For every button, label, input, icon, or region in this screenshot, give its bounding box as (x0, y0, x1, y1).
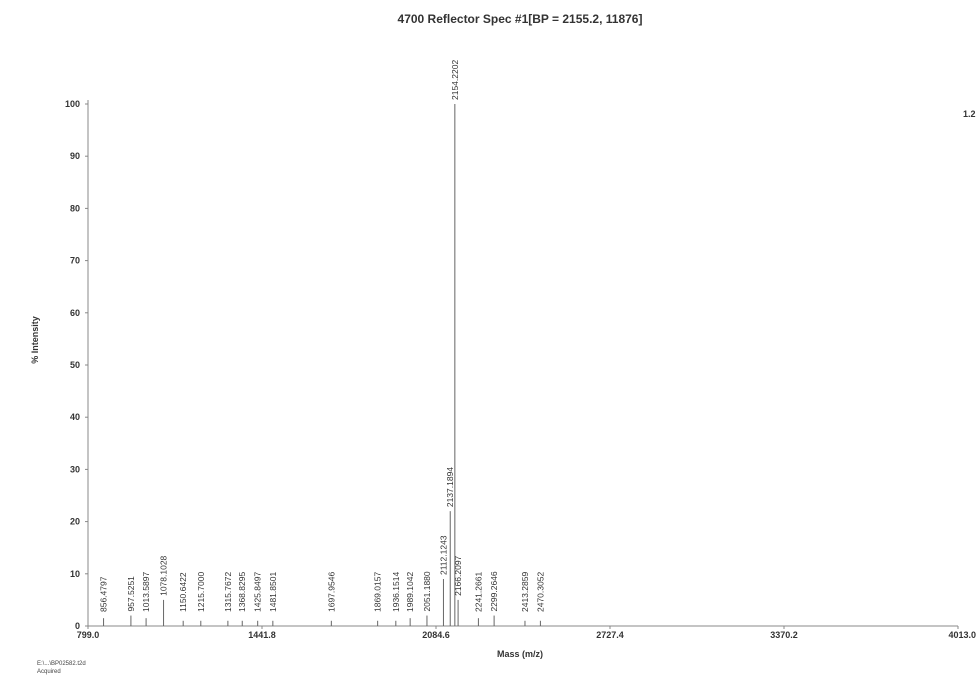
y-axis-label: % Intensity (30, 316, 40, 364)
y-tick-label: 50 (70, 360, 80, 370)
peak-label: 1936.1514 (391, 572, 401, 612)
peaks: 856.4797 957.5251 1013.5897 1078.1028 1150.6… (99, 60, 545, 626)
chart-title: 4700 Reflector Spec #1[BP = 2155.2, 1187… (398, 12, 643, 26)
right-axis-label: 1.2 (963, 109, 976, 119)
x-tick-label: 4013.0 (948, 630, 976, 640)
y-tick-label: 70 (70, 256, 80, 266)
peak-label: 2166.2097 (453, 555, 463, 595)
x-tick-label: 2727.4 (596, 630, 624, 640)
x-tick-label: 3370.2 (770, 630, 798, 640)
peak-label: 2154.2202 (450, 60, 460, 100)
peak-label: 2470.3052 (535, 572, 545, 612)
y-tick-label: 20 (70, 517, 80, 527)
peak-label: 1150.6422 (178, 572, 188, 612)
peak-label: 1078.1028 (159, 555, 169, 595)
axes (87, 100, 958, 627)
x-tick-label: 2084.6 (422, 630, 450, 640)
x-tick-label: 799.0 (77, 630, 100, 640)
peak-label: 1697.9546 (326, 572, 336, 612)
peak-label: 2413.2859 (520, 572, 530, 612)
x-axis-label: Mass (m/z) (497, 649, 543, 659)
peak-label: 856.4797 (99, 576, 109, 612)
peak-label: 2112.1243 (438, 535, 448, 575)
peak-label: 2137.1894 (445, 467, 455, 507)
y-tick-label: 0 (75, 621, 80, 631)
peak-label: 2299.2646 (489, 571, 499, 611)
peak-label: 1368.8295 (237, 572, 247, 612)
y-tick-label: 40 (70, 412, 80, 422)
peak-label: 1215.7000 (196, 572, 206, 612)
peak-label: 1869.0157 (373, 572, 383, 612)
peak-label: 2241.2661 (473, 572, 483, 612)
peak-label: 1425.8497 (253, 572, 263, 612)
peak-label: 1315.7672 (223, 572, 233, 612)
y-tick-label: 30 (70, 464, 80, 474)
footer-file-path: E:\...\BP02582.t2d (37, 661, 86, 667)
peak-label: 1013.5897 (141, 572, 151, 612)
x-tick-label: 1441.8 (248, 630, 276, 640)
y-tick-label: 90 (70, 151, 80, 161)
y-tick-label: 10 (70, 569, 80, 579)
peak-label: 1989.1042 (405, 572, 415, 612)
ticks: 0 10 20 30 40 50 60 70 80 90 100 799.0 1441.8 2084.6 2… (65, 99, 976, 640)
peak-label: 2051.1880 (422, 571, 432, 611)
footer-acquired-label: Acquired (37, 669, 61, 675)
y-tick-label: 100 (65, 99, 80, 109)
peak-label: 957.5251 (126, 576, 136, 612)
y-tick-label: 80 (70, 203, 80, 213)
y-tick-label: 60 (70, 308, 80, 318)
peak-label: 1481.8501 (268, 572, 278, 612)
